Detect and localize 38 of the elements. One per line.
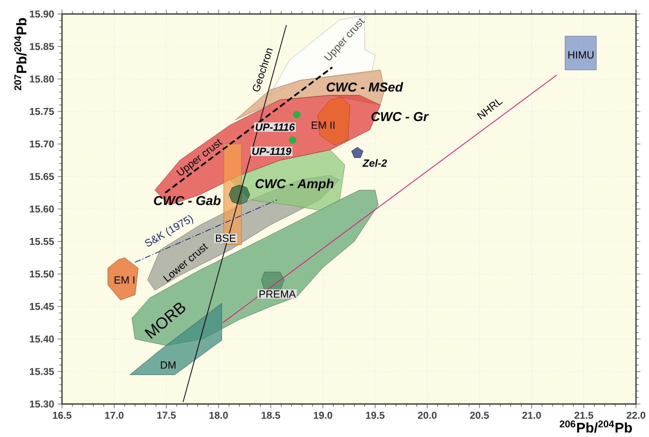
- y-tick-label: 15.90: [30, 10, 54, 18]
- y-tick-label: 15.75: [30, 108, 54, 115]
- y-tick-label: 15.65: [30, 172, 54, 180]
- annotation: UP-1119: [252, 148, 292, 155]
- x-axis-title: $^{206}$Pb/$^{204}$Pb: [560, 420, 632, 433]
- y-tick-label: 15.70: [30, 140, 54, 148]
- x-tick-label: 18.0: [209, 412, 228, 419]
- x-tick-label: 17.5: [157, 412, 176, 419]
- annotation: PREMA: [260, 290, 296, 298]
- y-tick-label: 15.55: [30, 238, 54, 245]
- annotation: CWC - Amph: [256, 178, 334, 191]
- y-tick-label: 15.50: [30, 270, 54, 278]
- y-tick-label: 15.40: [30, 335, 54, 343]
- y-axis-title: $^{207}$Pb/$^{204}$Pb: [14, 18, 27, 90]
- y-tick-label: 15.45: [30, 303, 54, 310]
- annotation: Zel-2: [362, 159, 387, 167]
- annotation: DM: [160, 361, 176, 369]
- x-tick-label: 19.5: [366, 412, 385, 419]
- annotation: EM II: [312, 122, 334, 129]
- x-tick-label: 17.0: [105, 412, 124, 419]
- x-tick-label: 21.5: [574, 412, 594, 419]
- x-tick-label: 19.0: [314, 412, 332, 419]
- y-tick-label: 15.85: [30, 42, 54, 50]
- y-tick-label: 15.60: [30, 205, 54, 213]
- y-tick-label: 15.80: [30, 75, 54, 83]
- x-tick-label: 20.0: [418, 412, 437, 419]
- x-tick-label: 22.0: [626, 412, 646, 419]
- annotation: CWC - MSed: [326, 82, 404, 92]
- annotation: HIMU: [568, 51, 594, 59]
- x-tick-label: 16.5: [52, 412, 72, 419]
- y-tick-label: 15.30: [30, 400, 54, 408]
- y-tick-label: 15.35: [30, 368, 54, 376]
- annotation: UP-1116: [256, 123, 295, 131]
- annotation: EM I: [114, 276, 134, 284]
- x-tick-label: 18.5: [262, 412, 280, 419]
- x-tick-label: 21.0: [522, 412, 541, 419]
- annotation: BSE: [216, 234, 236, 242]
- x-tick-label: 20.5: [470, 412, 489, 419]
